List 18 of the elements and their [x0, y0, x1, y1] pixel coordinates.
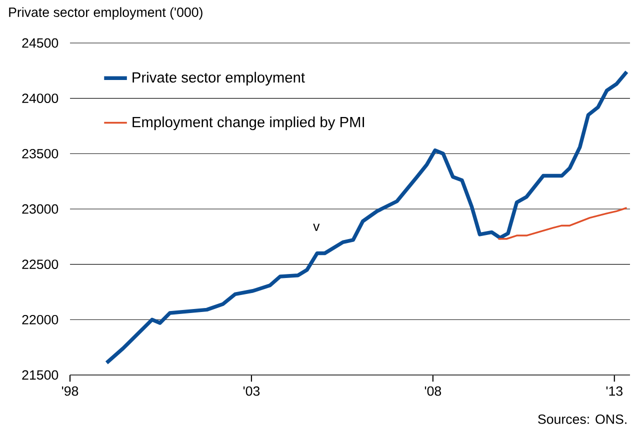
y-tick-label: 24500	[22, 38, 58, 48]
source-note: Sources: ONS.	[538, 414, 626, 424]
x-tick-label: '08	[424, 386, 442, 396]
x-tick-label: '98	[62, 386, 78, 396]
y-tick-label: 22500	[22, 260, 58, 270]
line-series	[497, 207, 628, 240]
legend-label: Private sector employment	[132, 72, 305, 86]
y-tick-label: 21500	[22, 370, 58, 380]
legend-label: Employment change implied by PMI	[132, 116, 364, 130]
y-tick-label: 24000	[22, 94, 58, 104]
x-tick-label: '03	[243, 386, 260, 396]
y-tick-label: 22000	[22, 314, 58, 324]
y-tick-label: 23500	[22, 148, 58, 158]
y-tick-label: 23000	[22, 204, 58, 214]
annotation: v	[313, 224, 320, 231]
line-series	[104, 70, 629, 365]
x-tick-label: '13	[606, 386, 622, 396]
chart-title: Private sector employment ('000)	[9, 7, 202, 20]
